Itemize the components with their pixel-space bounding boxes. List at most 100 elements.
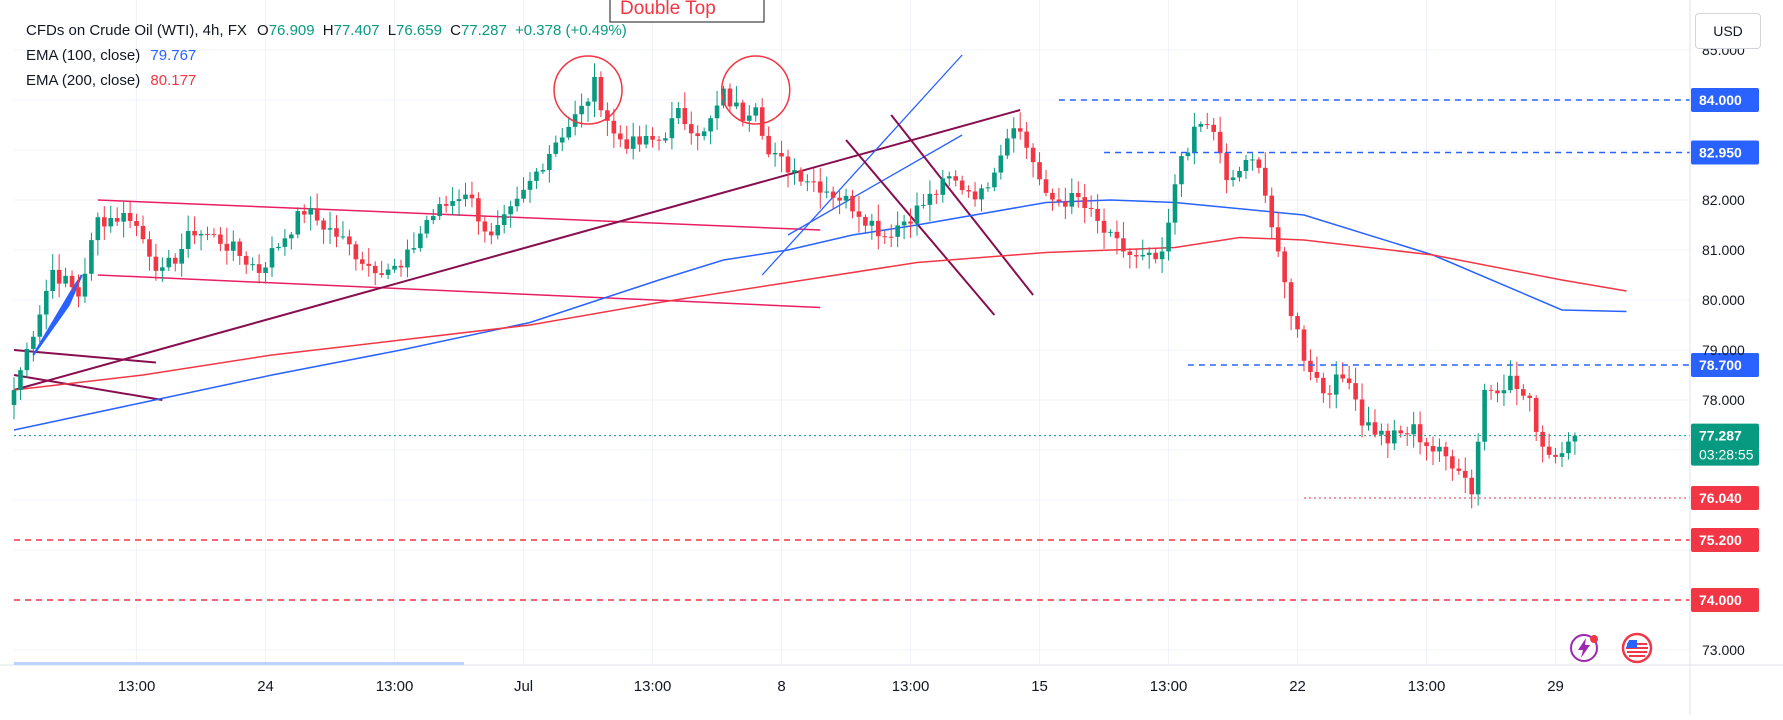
candle-body — [379, 273, 384, 275]
candle-body — [682, 108, 688, 125]
candle-body — [102, 217, 107, 227]
candle-body — [759, 107, 765, 136]
candle-body — [1024, 131, 1029, 148]
ema100-label: EMA (100, close) — [26, 47, 141, 64]
us-flag-icon[interactable] — [1620, 631, 1654, 665]
y-tick-label: 80.000 — [1702, 292, 1745, 308]
candle-body — [1372, 422, 1378, 435]
candle-body — [456, 199, 462, 202]
candle-body — [798, 170, 804, 182]
candle-body — [998, 155, 1004, 173]
candle-body — [1166, 222, 1171, 252]
candle-body — [979, 188, 984, 200]
candle-body — [876, 220, 881, 237]
candle-body — [263, 267, 268, 273]
candle-body — [1069, 193, 1075, 207]
price-level-badge — [1691, 140, 1759, 165]
candle-body — [1082, 197, 1087, 209]
candle-body — [243, 255, 249, 265]
x-tick-label: 22 — [1289, 678, 1306, 695]
candle-body — [1521, 389, 1526, 396]
currency-button[interactable]: USD — [1695, 13, 1761, 49]
candle-body — [1282, 251, 1287, 283]
double-top-circle — [721, 55, 791, 125]
candle-body — [1411, 424, 1416, 435]
candle-body — [527, 180, 533, 190]
candle-body — [1482, 389, 1487, 442]
candle-body — [308, 208, 313, 215]
x-tick-label: 13:00 — [1150, 678, 1188, 695]
candle-body — [50, 269, 55, 291]
candle-body — [1050, 192, 1055, 200]
open-label: O — [257, 22, 269, 39]
candle-body — [347, 236, 352, 245]
candle-body — [521, 189, 526, 199]
legend-row-ema200[interactable]: EMA (200, close) 80.177 — [26, 68, 627, 93]
legend-row-ema100[interactable]: EMA (100, close) 79.767 — [26, 43, 627, 68]
flash-icon[interactable] — [1567, 631, 1601, 665]
candle-body — [1043, 179, 1049, 193]
candle-body — [1101, 220, 1107, 233]
candle-body — [1230, 177, 1236, 181]
candle-body — [295, 211, 301, 235]
candle-body — [643, 135, 649, 145]
trendline-maroon — [13, 374, 163, 401]
annotations: Double Top — [553, 0, 791, 125]
candle-body — [140, 225, 146, 240]
candle-body — [231, 241, 236, 251]
candle-body — [430, 216, 436, 221]
candle-body — [1443, 446, 1449, 457]
channel-line-blue — [787, 134, 963, 236]
candle-body — [121, 212, 126, 222]
close-label: C — [450, 22, 461, 39]
candle-body — [1017, 128, 1023, 132]
candle-body — [1301, 329, 1307, 361]
x-tick-label: 24 — [257, 678, 274, 695]
candle-body — [547, 153, 552, 170]
candle-body — [972, 191, 978, 200]
candle-body — [192, 231, 197, 236]
candle-body — [1430, 446, 1436, 452]
candle-body — [76, 287, 81, 297]
ema100-line — [13, 199, 1627, 431]
candle-body — [1037, 162, 1042, 180]
candle-body — [572, 114, 578, 127]
candle-body — [43, 290, 49, 315]
candle-body — [437, 204, 442, 217]
candle-body — [779, 152, 784, 157]
low-value: 76.659 — [396, 22, 442, 39]
candle-body — [1417, 424, 1423, 443]
candle-body — [701, 131, 707, 137]
candle-body — [398, 265, 404, 268]
candle-body — [1450, 456, 1455, 469]
x-tick-label: 13:00 — [1408, 678, 1446, 695]
candle-body — [811, 181, 817, 183]
channel-line-pink — [97, 274, 821, 309]
candle-body — [585, 101, 591, 106]
candle-body — [1527, 395, 1533, 398]
candle-body — [959, 180, 965, 191]
price-level-label: 78.700 — [1699, 357, 1742, 373]
candle-body — [966, 190, 971, 192]
arrow-marker — [32, 274, 83, 356]
candle-body — [1333, 374, 1339, 395]
candle-body — [1288, 282, 1294, 317]
candle-body — [514, 198, 520, 207]
candle-body — [340, 236, 346, 238]
candle-body — [1533, 397, 1539, 432]
candle-body — [1185, 152, 1191, 157]
candle-body — [1572, 435, 1578, 442]
candle-body — [721, 88, 726, 106]
candle-body — [895, 225, 900, 237]
x-tick-label: 29 — [1547, 678, 1564, 695]
candle-body — [127, 212, 133, 221]
candle-body — [850, 195, 855, 212]
candle-body — [1237, 170, 1242, 178]
price-level-label: 82.950 — [1699, 145, 1742, 161]
low-label: L — [387, 22, 397, 39]
price-level-badge — [1691, 486, 1759, 510]
candle-body — [1198, 124, 1204, 127]
candle-body — [1146, 252, 1152, 255]
